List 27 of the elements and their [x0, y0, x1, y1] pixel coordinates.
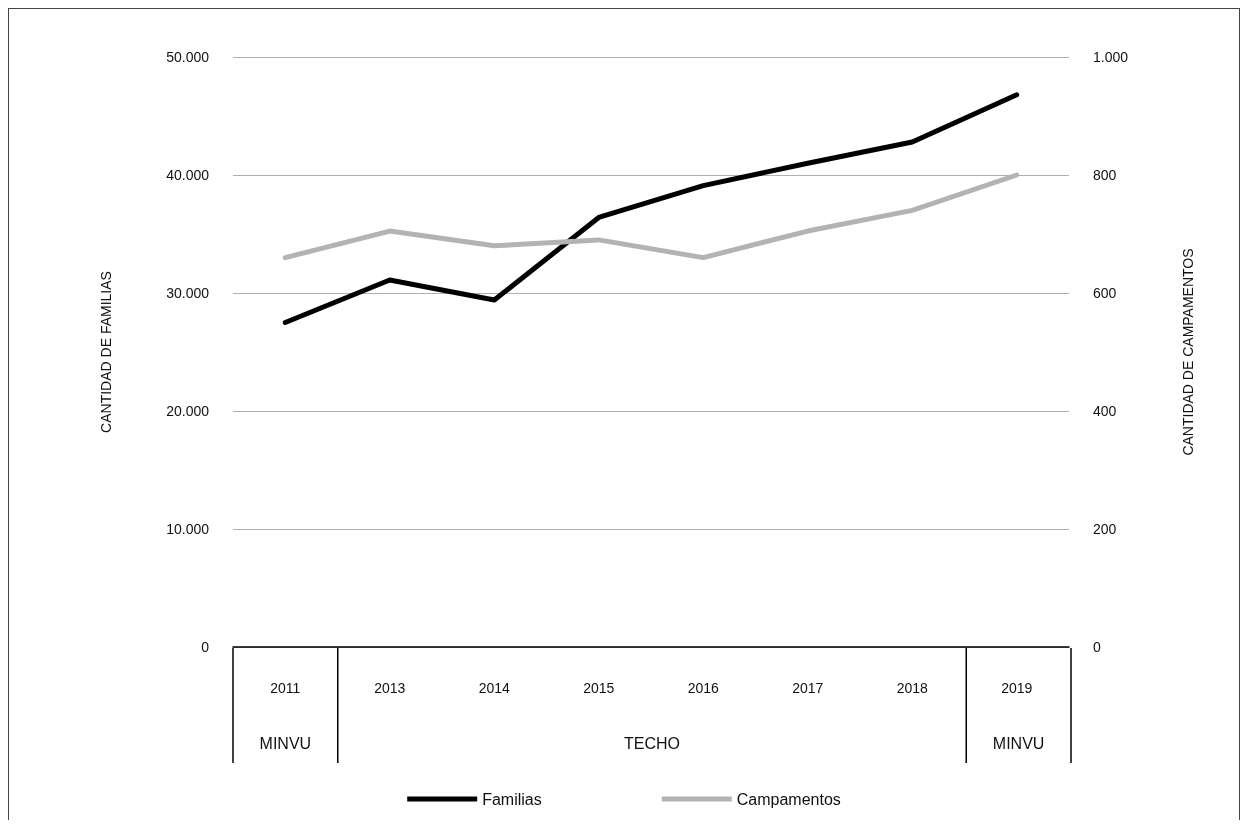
x-tick-label: 2017	[792, 680, 824, 696]
y-tick-label: 0	[201, 639, 210, 655]
x-tick-label: 2019	[1001, 680, 1033, 696]
y2-tick-label: 200	[1093, 521, 1117, 537]
x-tick-label: 2014	[478, 680, 511, 696]
y2-tick-label: 0	[1093, 639, 1101, 655]
x-tick-label: 2015	[583, 680, 615, 696]
legend-label: Familias	[482, 790, 542, 808]
text: MINVU	[259, 734, 312, 752]
y-tick-label: 20.000	[166, 403, 210, 419]
y2-tick-label: 1.000	[1093, 49, 1129, 65]
x-tick-label: 2013	[374, 680, 406, 696]
text: MINVU	[992, 734, 1045, 752]
y-tick-label: 30.000	[166, 285, 210, 301]
y2-axis-title: CANTIDAD DE CAMPAMENTOS	[1180, 248, 1196, 456]
x-tick-label: 2018	[896, 680, 929, 696]
y2-tick-label: 400	[1093, 403, 1117, 419]
y-tick-label: 50.000	[166, 49, 210, 65]
legend-label: Campamentos	[736, 790, 841, 808]
y2-tick-label: 600	[1093, 285, 1117, 301]
text: TECHO	[624, 734, 680, 752]
y2-tick-label: 800	[1093, 167, 1117, 183]
x-tick-label: 2016	[687, 680, 720, 696]
y-tick-label: 40.000	[166, 167, 210, 183]
y-tick-label: 10.000	[166, 521, 210, 537]
y-axis-title: CANTIDAD DE FAMILIAS	[98, 271, 114, 433]
x-tick-label: 2011	[270, 680, 301, 696]
